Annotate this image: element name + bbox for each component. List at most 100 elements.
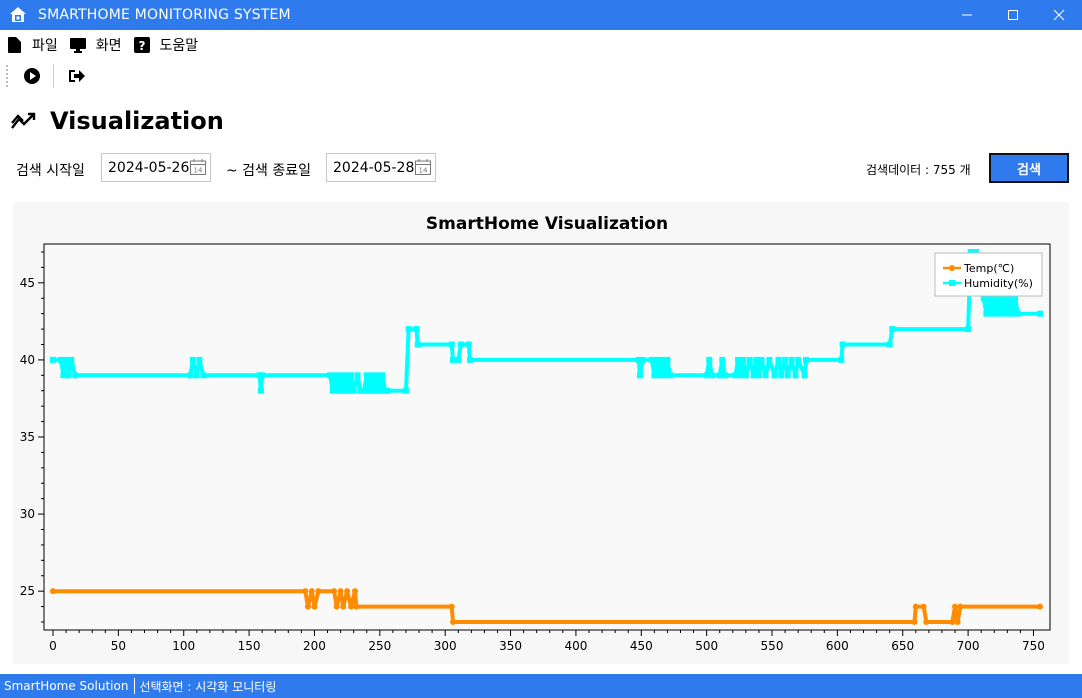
- y-tick-label: 30: [20, 507, 35, 521]
- x-tick-label: 500: [695, 639, 718, 653]
- humidity-point: [667, 372, 674, 379]
- temp-point: [302, 588, 309, 595]
- humidity-point: [384, 387, 391, 394]
- calendar-icon[interactable]: 14: [189, 158, 207, 176]
- humidity-point: [187, 372, 194, 379]
- humidity-point: [766, 356, 773, 363]
- menu-file-label: 파일: [32, 38, 58, 54]
- title-bar: SMARTHOME MONITORING SYSTEM: [0, 0, 1082, 30]
- status-divider: [134, 678, 136, 694]
- humidity-point: [376, 387, 383, 394]
- menu-help[interactable]: ? 도움말: [133, 35, 199, 55]
- toolbar-separator: [53, 64, 54, 88]
- humidity-point: [771, 372, 778, 379]
- close-button[interactable]: [1036, 0, 1082, 30]
- humidity-point: [708, 372, 715, 379]
- monitor-icon: [69, 37, 86, 53]
- humidity-point: [332, 372, 339, 379]
- humidity-point: [991, 295, 998, 302]
- x-tick-label: 550: [761, 639, 784, 653]
- humidity-point: [648, 356, 655, 363]
- humidity-point: [327, 372, 334, 379]
- search-row: 검색 시작일 2024-05-26 14 ~ 검색 종료일 2024-05-28…: [0, 150, 1082, 186]
- humidity-point: [988, 310, 995, 317]
- exit-button[interactable]: [64, 63, 90, 89]
- humidity-point: [402, 387, 409, 394]
- humidity-point: [999, 310, 1006, 317]
- humidity-point: [68, 356, 75, 363]
- humidity-point: [1006, 295, 1013, 302]
- temp-point: [340, 603, 347, 610]
- humidity-point: [983, 310, 990, 317]
- temp-point: [311, 603, 318, 610]
- y-tick-label: 35: [20, 430, 35, 444]
- x-tick-label: 350: [499, 639, 522, 653]
- humidity-point: [664, 356, 671, 363]
- humidity-point: [965, 326, 972, 333]
- menu-bar: 파일 화면 ? 도움말: [0, 30, 1082, 60]
- play-button[interactable]: [19, 63, 45, 89]
- minimize-icon: [962, 14, 972, 16]
- x-tick-label: 650: [891, 639, 914, 653]
- temp-point: [1037, 603, 1043, 610]
- humidity-point: [354, 372, 361, 379]
- menu-help-label: 도움말: [159, 38, 199, 54]
- maximize-button[interactable]: [990, 0, 1036, 30]
- humidity-point: [636, 372, 643, 379]
- legend-temp-marker: [949, 265, 955, 271]
- humidity-point: [374, 372, 381, 379]
- y-tick-label: 45: [20, 276, 35, 290]
- humidity-point: [967, 249, 974, 255]
- humidity-point: [448, 341, 455, 348]
- humidity-point: [257, 387, 264, 394]
- calendar-icon[interactable]: 14: [414, 158, 432, 176]
- temp-point: [331, 588, 338, 595]
- x-tick-label: 700: [957, 639, 980, 653]
- menu-view-label: 화면: [95, 38, 122, 54]
- temp-point: [333, 603, 340, 610]
- toolbar-grip[interactable]: [6, 65, 9, 87]
- x-tick-label: 750: [1022, 639, 1045, 653]
- minimize-button[interactable]: [944, 0, 990, 30]
- humidity-point: [1004, 310, 1011, 317]
- temp-point: [911, 619, 918, 625]
- humidity-point: [755, 372, 762, 379]
- humidity-point: [719, 356, 726, 363]
- humidity-point: [348, 372, 355, 379]
- humidity-point: [196, 356, 203, 363]
- x-tick-label: 150: [238, 639, 261, 653]
- svg-text:14: 14: [419, 167, 428, 175]
- humidity-point: [980, 295, 987, 302]
- window-title: SMARTHOME MONITORING SYSTEM: [38, 7, 291, 23]
- status-app-name: SmartHome Solution: [4, 679, 129, 693]
- humidity-point: [993, 310, 1000, 317]
- end-date-picker[interactable]: 2024-05-28 14: [326, 153, 436, 182]
- humidity-point: [450, 356, 457, 363]
- humidity-point: [371, 387, 378, 394]
- humidity-point: [63, 356, 70, 363]
- humidity-point: [775, 356, 782, 363]
- temp-point: [304, 603, 311, 610]
- humidity-point: [200, 372, 207, 379]
- temp-point: [344, 588, 351, 595]
- plot-area: [43, 243, 1051, 631]
- humidity-point: [366, 387, 373, 394]
- humidity-point: [838, 356, 845, 363]
- menu-view[interactable]: 화면: [69, 35, 122, 55]
- humidity-point: [792, 372, 799, 379]
- humidity-point: [413, 326, 420, 333]
- humidity-point: [259, 372, 266, 379]
- x-tick-label: 200: [303, 639, 326, 653]
- chart-legend: Temp(℃) Humidity(%): [934, 252, 1043, 297]
- search-count: 검색데이터 : 755 개: [866, 163, 971, 177]
- temp-point: [949, 619, 956, 625]
- chart-svg: SmartHome Visualization 0 50 100 150 200 250 3…: [20, 214, 1051, 653]
- start-date-picker[interactable]: 2024-05-26 14: [101, 153, 211, 182]
- search-button[interactable]: 검색: [989, 153, 1069, 183]
- legend-humidity-label: Humidity(%): [964, 277, 1033, 290]
- svg-text:?: ?: [138, 39, 145, 53]
- end-date-value: 2024-05-28: [333, 159, 415, 176]
- menu-file[interactable]: 파일: [6, 35, 58, 55]
- x-tick-label: 100: [172, 639, 195, 653]
